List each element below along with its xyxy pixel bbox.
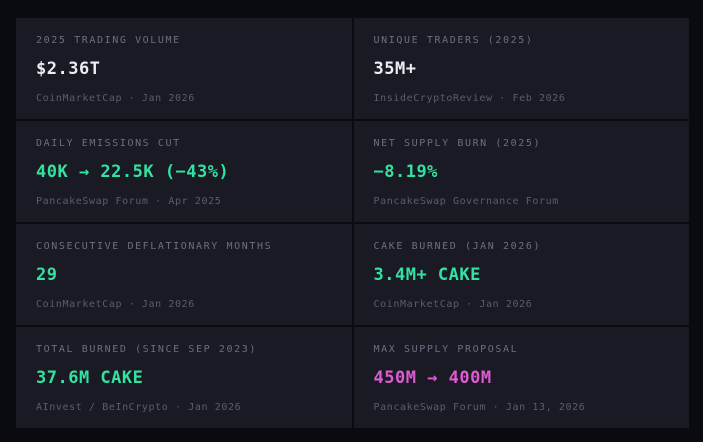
stat-value: 40K → 22.5K (−43%): [36, 162, 230, 182]
stat-value: 37.6M CAKE: [36, 368, 144, 388]
stat-source: PancakeSwap Forum · Apr 2025: [36, 196, 222, 207]
stat-label: UNIQUE TRADERS (2025): [373, 35, 534, 46]
stat-label: CONSECUTIVE DEFLATIONARY MONTHS: [36, 241, 273, 252]
stat-label: MAX SUPPLY PROPOSAL: [373, 344, 519, 355]
stat-card: DAILY EMISSIONS CUT 40K → 22.5K (−43%) P…: [16, 121, 352, 222]
stat-source: AInvest / BeInCrypto · Jan 2026: [36, 402, 242, 413]
stat-source: CoinMarketCap · Jan 2026: [36, 299, 195, 310]
stat-value: 450M → 400M: [373, 368, 492, 388]
stat-label: 2025 TRADING VOLUME: [36, 35, 181, 46]
stat-value: 35M+: [373, 59, 417, 79]
stat-source: InsideCryptoReview · Feb 2026: [373, 93, 566, 104]
stat-card: NET SUPPLY BURN (2025) −8.19% PancakeSwa…: [353, 121, 689, 222]
stat-source: CoinMarketCap · Jan 2026: [36, 93, 195, 104]
stat-source: CoinMarketCap · Jan 2026: [373, 299, 533, 310]
stat-card: CAKE BURNED (JAN 2026) 3.4M+ CAKE CoinMa…: [353, 224, 689, 325]
stat-card: UNIQUE TRADERS (2025) 35M+ InsideCryptoR…: [353, 18, 689, 119]
stat-label: DAILY EMISSIONS CUT: [36, 138, 181, 149]
stat-value: −8.19%: [373, 162, 438, 182]
stat-card: MAX SUPPLY PROPOSAL 450M → 400M PancakeS…: [353, 327, 689, 428]
stat-label: NET SUPPLY BURN (2025): [373, 138, 542, 149]
stat-label: TOTAL BURNED (SINCE SEP 2023): [36, 344, 257, 355]
stats-grid: 2025 TRADING VOLUME $2.36T CoinMarketCap…: [16, 18, 689, 428]
stat-value: $2.36T: [36, 59, 101, 79]
stat-source: PancakeSwap Governance Forum: [373, 196, 559, 207]
stat-card: TOTAL BURNED (SINCE SEP 2023) 37.6M CAKE…: [16, 327, 352, 428]
stat-label: CAKE BURNED (JAN 2026): [373, 241, 542, 252]
stat-source: PancakeSwap Forum · Jan 13, 2026: [373, 402, 586, 413]
stat-card: CONSECUTIVE DEFLATIONARY MONTHS 29 CoinM…: [16, 224, 352, 325]
stat-card: 2025 TRADING VOLUME $2.36T CoinMarketCap…: [16, 18, 352, 119]
stat-value: 29: [36, 265, 58, 285]
stat-value: 3.4M+ CAKE: [373, 265, 481, 285]
